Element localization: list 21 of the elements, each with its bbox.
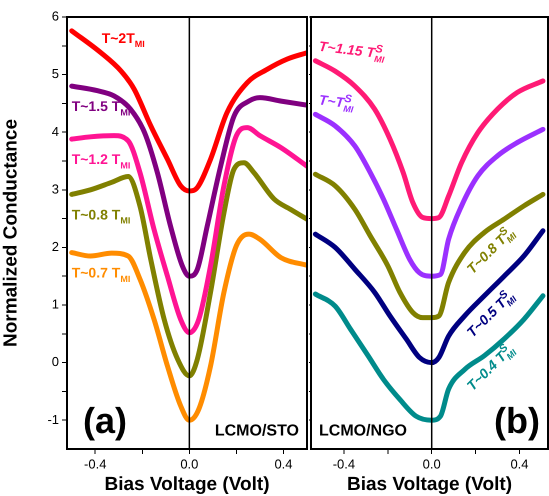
y-tick-label: 3 bbox=[52, 181, 59, 196]
y-tick-label: 1 bbox=[52, 296, 59, 312]
annotation: LCMO/STO bbox=[214, 422, 299, 440]
x-axis-title: Bias Voltage (Volt) bbox=[346, 474, 512, 495]
x-tick-label: -0.4 bbox=[84, 456, 106, 472]
x-tick-label: 0.4 bbox=[274, 456, 293, 472]
x-tick-label: 0.4 bbox=[510, 456, 529, 472]
x-tick-label: 0.0 bbox=[180, 456, 198, 472]
y-tick-label: 6 bbox=[52, 8, 59, 24]
y-tick-label: 0 bbox=[52, 354, 59, 370]
y-axis-title: Normalized Conductance bbox=[0, 118, 22, 348]
x-tick-label: -0.4 bbox=[332, 456, 356, 472]
annotation: LCMO/NGO bbox=[319, 422, 407, 440]
annotation: (a) bbox=[83, 400, 127, 441]
y-tick-label: -1 bbox=[47, 412, 59, 427]
y-tick-label: 5 bbox=[52, 66, 59, 82]
x-tick-label: 0.0 bbox=[422, 456, 441, 472]
x-axis-title: Bias Voltage (Volt) bbox=[104, 474, 270, 495]
y-tick-label: 2 bbox=[52, 238, 59, 254]
annotation: (b) bbox=[494, 400, 540, 441]
y-tick-label: 4 bbox=[52, 124, 59, 139]
